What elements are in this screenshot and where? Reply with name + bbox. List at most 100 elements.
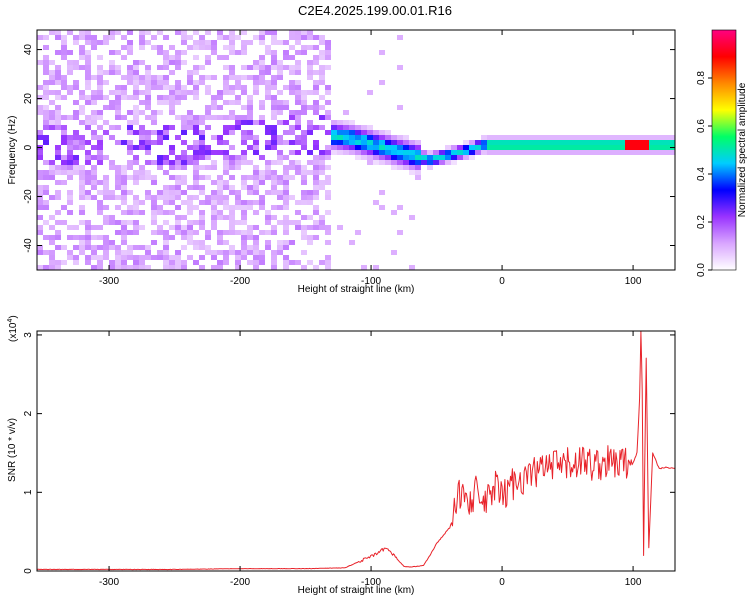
heatmap-cell — [199, 80, 205, 85]
heatmap-cell — [667, 135, 673, 140]
heatmap-cell — [409, 155, 415, 160]
heatmap-cell — [295, 100, 301, 105]
heatmap-cell — [463, 140, 469, 145]
heatmap-cell — [145, 40, 151, 45]
heatmap-cell — [157, 255, 163, 260]
heatmap-cell — [91, 95, 97, 100]
heatmap-cell — [277, 205, 283, 210]
heatmap-cell — [175, 60, 181, 65]
heatmap-cell — [145, 150, 151, 155]
heatmap-cell — [163, 250, 169, 255]
heatmap-cell — [169, 45, 175, 50]
heatmap-cell — [271, 85, 277, 90]
heatmap-cell — [79, 185, 85, 190]
heatmap-cell — [55, 105, 61, 110]
heatmap-cell — [79, 250, 85, 255]
heatmap-cell — [649, 140, 655, 145]
heatmap-cell — [403, 160, 409, 165]
heatmap-cell — [181, 225, 187, 230]
heatmap-cell — [283, 130, 289, 135]
heatmap-cell — [211, 190, 217, 195]
heatmap-cell — [313, 55, 319, 60]
heatmap-cell — [271, 105, 277, 110]
heatmap-cell — [181, 215, 187, 220]
heatmap-cell — [133, 85, 139, 90]
heatmap-cell — [229, 175, 235, 180]
heatmap-cell — [175, 165, 181, 170]
heatmap-cell — [295, 65, 301, 70]
heatmap-cell — [391, 140, 397, 145]
heatmap-cell — [115, 175, 121, 180]
heatmap-cell — [103, 255, 109, 260]
heatmap-cell — [547, 140, 553, 145]
heatmap-cell — [121, 225, 127, 230]
heatmap-cell — [457, 145, 463, 150]
heatmap-cell — [217, 140, 223, 145]
heatmap-cell — [409, 160, 415, 165]
heatmap-cell — [43, 140, 49, 145]
heatmap-cell — [145, 250, 151, 255]
heatmap-cell — [259, 80, 265, 85]
heatmap-cell — [193, 45, 199, 50]
heatmap-cell — [277, 150, 283, 155]
heatmap-cell — [97, 150, 103, 155]
heatmap-cell — [241, 30, 247, 35]
heatmap-cell — [187, 115, 193, 120]
heatmap-cell — [55, 50, 61, 55]
heatmap-cell — [265, 30, 271, 35]
heatmap-cell — [319, 115, 325, 120]
heatmap-cell — [583, 145, 589, 150]
heatmap-cell — [283, 200, 289, 205]
heatmap-cell — [169, 145, 175, 150]
heatmap-cell — [205, 150, 211, 155]
heatmap-cell — [121, 55, 127, 60]
heatmap-cell — [295, 70, 301, 75]
heatmap-cell — [199, 245, 205, 250]
heatmap-cell — [235, 115, 241, 120]
heatmap-cell — [187, 185, 193, 190]
heatmap-cell — [397, 150, 403, 155]
heatmap-cell — [637, 135, 643, 140]
heatmap-cell — [37, 195, 43, 200]
heatmap-cell — [379, 145, 385, 150]
heatmap-cell — [379, 80, 385, 85]
heatmap-cell — [247, 235, 253, 240]
heatmap-cell — [325, 85, 331, 90]
heatmap-cell — [445, 160, 451, 165]
heatmap-cell — [295, 160, 301, 165]
heatmap-cell — [451, 150, 457, 155]
heatmap-cell — [49, 110, 55, 115]
heatmap-cell — [229, 220, 235, 225]
heatmap-cell — [199, 115, 205, 120]
heatmap-cell — [67, 250, 73, 255]
heatmap-cell — [205, 165, 211, 170]
heatmap-cell — [163, 190, 169, 195]
heatmap-cell — [127, 175, 133, 180]
heatmap-cell — [319, 95, 325, 100]
heatmap-cell — [91, 145, 97, 150]
heatmap-cell — [43, 105, 49, 110]
heatmap-cell — [253, 85, 259, 90]
heatmap-cell — [133, 220, 139, 225]
heatmap-cell — [235, 120, 241, 125]
heatmap-cell — [655, 150, 661, 155]
heatmap-cell — [277, 40, 283, 45]
heatmap-cell — [43, 60, 49, 65]
heatmap-cell — [73, 245, 79, 250]
heatmap-cell — [385, 155, 391, 160]
heatmap-cell — [43, 125, 49, 130]
heatmap-cell — [655, 135, 661, 140]
heatmap-cell — [301, 195, 307, 200]
heatmap-cell — [571, 150, 577, 155]
heatmap-cell — [301, 95, 307, 100]
heatmap-cell — [253, 210, 259, 215]
heatmap-cell — [121, 165, 127, 170]
heatmap-cell — [451, 160, 457, 165]
heatmap-cell — [271, 190, 277, 195]
heatmap-cell — [217, 135, 223, 140]
heatmap-cell — [109, 265, 115, 270]
heatmap-cell — [67, 140, 73, 145]
heatmap-cell — [43, 95, 49, 100]
heatmap-cell — [37, 105, 43, 110]
heatmap-cell — [631, 150, 637, 155]
